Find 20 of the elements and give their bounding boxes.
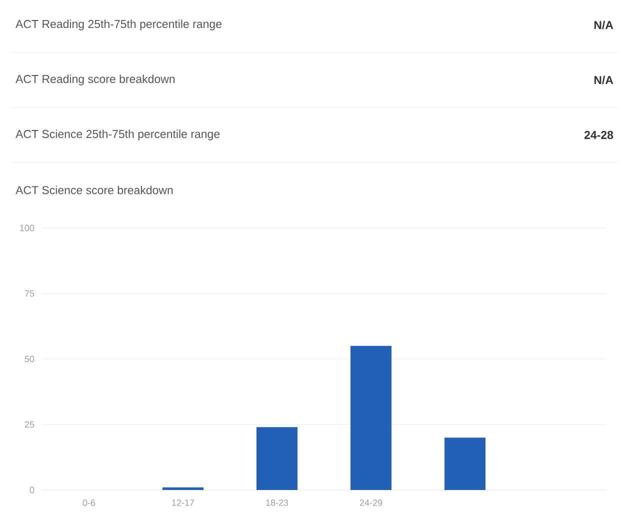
text: ACT Reading 25th-75th percentile range [16, 20, 222, 30]
bar [162, 487, 204, 490]
text: N/A [594, 20, 614, 30]
bar [350, 346, 392, 490]
y-tick-label: 25 [24, 421, 34, 428]
y-tick-label: 0 [30, 486, 34, 494]
y-tick-label: 75 [24, 290, 34, 297]
x-tick-label: 0-6 [82, 500, 96, 506]
bar [444, 438, 486, 490]
text: 24-28 [584, 130, 614, 140]
x-tick-label: 24-29 [360, 500, 382, 506]
x-tick-label: 12-17 [172, 500, 194, 506]
bar [256, 427, 298, 490]
text: ACT Science 25th-75th percentile range [16, 130, 220, 140]
chart-title: ACT Science score breakdown [16, 186, 173, 194]
text: ACT Reading score breakdown [16, 74, 175, 86]
y-tick-label: 100 [20, 224, 34, 232]
x-tick-label: 18-23 [266, 500, 288, 506]
text: N/A [594, 76, 614, 84]
y-tick-label: 50 [24, 356, 34, 362]
